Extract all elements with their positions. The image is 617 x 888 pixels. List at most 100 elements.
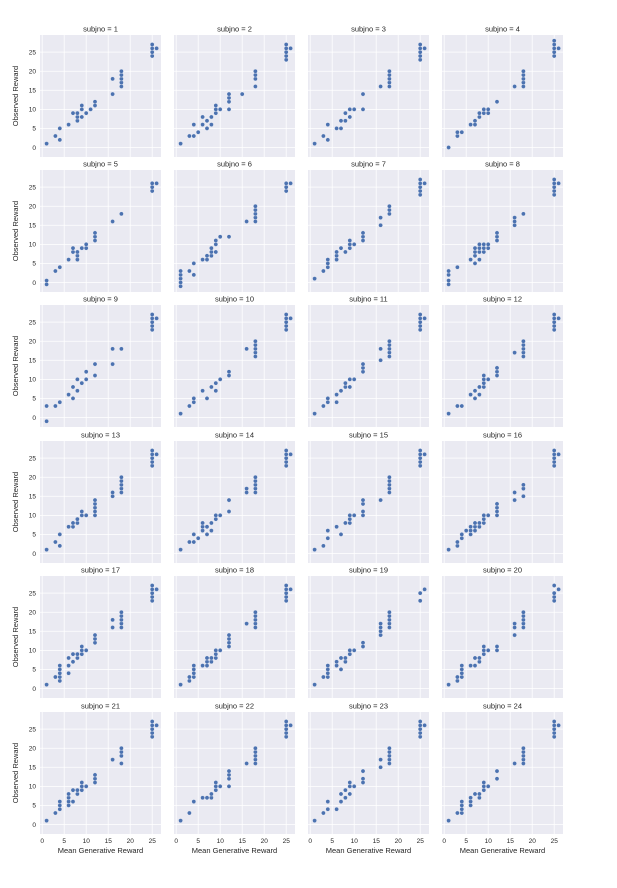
data-point — [217, 107, 223, 112]
y-tick-label: 20 — [29, 475, 37, 482]
data-point — [347, 114, 353, 120]
data-point — [521, 211, 526, 217]
x-tick-label: 0 — [308, 838, 312, 845]
y-tick-label: 0 — [32, 280, 36, 287]
data-point — [79, 644, 85, 649]
data-point — [226, 107, 232, 112]
y-tick-label: 10 — [29, 513, 37, 520]
panel-background — [308, 576, 429, 698]
facet-title: subjno = 23 — [349, 702, 388, 711]
data-point — [417, 459, 423, 465]
data-point — [417, 184, 423, 190]
data-point — [75, 791, 80, 797]
data-point — [472, 388, 478, 394]
data-point — [556, 452, 561, 457]
data-point — [417, 177, 423, 182]
data-point — [283, 463, 289, 469]
data-point — [360, 230, 366, 236]
data-point — [119, 749, 124, 755]
data-point — [92, 780, 98, 785]
data-point — [387, 68, 392, 74]
data-point — [253, 482, 258, 488]
data-point — [187, 268, 192, 274]
data-point — [149, 42, 155, 47]
data-point — [178, 141, 183, 146]
data-point — [283, 448, 289, 453]
data-point — [387, 350, 392, 355]
data-point — [459, 532, 465, 537]
data-point — [204, 659, 210, 665]
data-point — [79, 784, 85, 789]
data-point — [209, 655, 214, 661]
data-point — [481, 377, 487, 382]
x-tick-label: 25 — [417, 838, 425, 845]
panel-background — [308, 305, 429, 427]
x-tick-label: 10 — [83, 838, 91, 845]
data-point — [387, 749, 392, 755]
data-point — [213, 238, 219, 243]
data-point — [321, 674, 326, 680]
data-point — [57, 799, 63, 804]
panel-background — [442, 170, 563, 292]
data-point — [351, 107, 357, 112]
data-point — [75, 388, 80, 394]
data-point — [119, 490, 124, 495]
data-point — [360, 780, 366, 785]
data-point — [70, 799, 76, 804]
data-point — [149, 452, 155, 457]
data-point — [178, 547, 183, 552]
y-tick-label: 25 — [29, 184, 37, 191]
data-point — [512, 761, 517, 766]
facet-panel-7: subjno = 7 — [308, 160, 429, 292]
data-point — [477, 110, 482, 116]
data-point — [70, 384, 76, 390]
data-point — [417, 46, 423, 51]
panel-background — [174, 712, 295, 834]
y-tick-label: 10 — [29, 377, 37, 384]
y-tick-label: 0 — [32, 822, 36, 829]
data-point — [387, 613, 392, 619]
data-point — [422, 452, 427, 457]
data-point — [53, 810, 58, 816]
data-point — [119, 753, 124, 759]
data-point — [66, 663, 71, 668]
data-point — [417, 49, 423, 55]
data-point — [477, 655, 482, 661]
data-point — [338, 532, 344, 537]
data-point — [57, 678, 63, 684]
data-point — [92, 632, 98, 638]
data-point — [57, 264, 63, 270]
data-point — [417, 719, 423, 724]
facet-panel-15: subjno = 15 — [308, 431, 429, 563]
data-point — [178, 272, 183, 278]
data-point — [551, 726, 557, 732]
data-point — [334, 253, 339, 259]
data-point — [422, 587, 427, 592]
data-point — [556, 181, 561, 186]
facet-title: subjno = 12 — [483, 295, 522, 304]
panel-background — [442, 441, 563, 563]
data-point — [92, 509, 98, 514]
data-point — [204, 257, 210, 262]
data-point — [57, 667, 63, 672]
data-point — [494, 509, 500, 514]
data-point — [343, 520, 348, 526]
data-point — [494, 373, 500, 378]
data-point — [283, 316, 289, 321]
data-point — [521, 346, 526, 352]
data-point — [446, 268, 451, 274]
data-point — [551, 594, 557, 600]
data-point — [422, 723, 427, 728]
data-point — [521, 753, 526, 759]
data-point — [253, 68, 258, 74]
data-point — [551, 719, 557, 724]
data-point — [343, 249, 348, 255]
data-point — [551, 181, 557, 186]
data-point — [226, 772, 232, 778]
data-point — [209, 122, 214, 127]
data-point — [334, 659, 339, 665]
data-point — [472, 396, 478, 401]
facet-panel-20: subjno = 20 — [442, 566, 563, 698]
panel-background — [174, 441, 295, 563]
data-point — [92, 501, 98, 507]
